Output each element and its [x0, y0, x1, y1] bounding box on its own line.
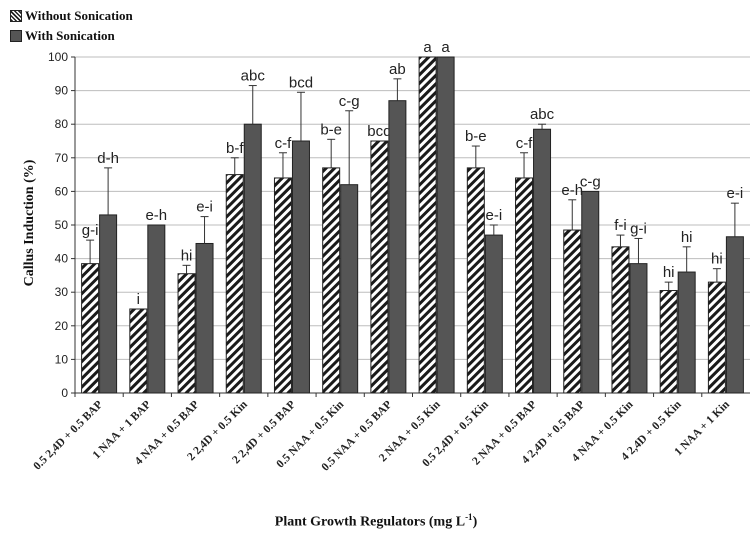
y-tick-label: 0: [61, 386, 68, 400]
hatch-swatch-icon: [10, 10, 22, 22]
y-tick-label: 40: [55, 252, 69, 266]
significance-label: b-f: [226, 140, 244, 157]
significance-label: hi: [181, 247, 193, 264]
y-tick-label: 50: [55, 218, 69, 232]
significance-label: bcd: [289, 74, 313, 91]
bar-without-sonication: [515, 177, 534, 394]
bar-with-sonication: [243, 123, 262, 394]
bar-without-sonication: [370, 140, 389, 394]
significance-label: bcd: [367, 123, 391, 140]
y-tick-label: 70: [55, 151, 69, 165]
significance-label: ab: [389, 61, 406, 78]
significance-label: e-i: [196, 199, 213, 216]
significance-label: c-g: [580, 173, 601, 190]
bar-with-sonication: [195, 242, 214, 394]
significance-label: g-i: [82, 222, 99, 239]
x-axis-title: Plant Growth Regulators (mg L-1): [0, 512, 752, 531]
bar-with-sonication: [291, 140, 310, 394]
significance-label: c-f: [275, 135, 292, 152]
bar-with-sonication: [629, 263, 648, 394]
x-axis-title-text: Plant Growth Regulators (mg L: [274, 514, 466, 530]
legend-item-without-sonication: Without Sonication: [10, 6, 133, 26]
significance-label: hi: [711, 251, 723, 268]
bar-without-sonication: [611, 246, 630, 394]
bar-without-sonication: [177, 273, 196, 394]
significance-label: hi: [663, 264, 675, 281]
significance-label: abc: [530, 106, 555, 123]
significance-label: e-h: [145, 207, 167, 224]
significance-label: d-h: [97, 150, 119, 167]
bar-with-sonication: [533, 128, 552, 394]
bar-without-sonication: [225, 174, 244, 394]
significance-label: i: [137, 291, 140, 308]
bar-without-sonication: [707, 281, 726, 394]
y-tick-label: 60: [55, 184, 69, 198]
significance-label: c-f: [516, 135, 533, 152]
bar-with-sonication: [99, 214, 118, 394]
bar-without-sonication: [129, 308, 148, 394]
bar-with-sonication: [388, 100, 407, 394]
significance-label: a: [441, 39, 450, 56]
significance-label: e-i: [485, 207, 502, 224]
bar-without-sonication: [466, 167, 485, 394]
bar-with-sonication: [581, 190, 600, 394]
significance-label: f-i: [614, 217, 627, 234]
y-tick-label: 20: [55, 319, 69, 333]
significance-label: c-g: [339, 93, 360, 110]
bar-without-sonication: [563, 229, 582, 394]
significance-label: abc: [241, 68, 266, 85]
legend-item-with-sonication: With Sonication: [10, 26, 133, 46]
bar-with-sonication: [340, 184, 359, 394]
y-tick-label: 80: [55, 117, 69, 131]
significance-label: b-e: [465, 128, 487, 145]
bar-without-sonication: [322, 167, 341, 394]
y-tick-label: 30: [55, 285, 69, 299]
significance-label: e-h: [561, 182, 583, 199]
significance-label: a: [423, 39, 432, 56]
x-axis-title-superscript: -1: [465, 512, 473, 522]
y-tick-label: 90: [55, 84, 69, 98]
x-tick-label: 0.5 2,4D + 0.5 BAP: [31, 399, 105, 473]
significance-label: g-i: [630, 220, 647, 237]
bar-with-sonication: [725, 236, 744, 394]
significance-label: hi: [681, 229, 693, 246]
bar-without-sonication: [273, 177, 292, 394]
legend-label: With Sonication: [25, 28, 115, 43]
significance-label: b-e: [320, 121, 342, 138]
bar-with-sonication: [147, 224, 166, 394]
x-axis-title-end: ): [472, 514, 478, 530]
y-tick-label: 100: [48, 50, 68, 64]
bar-without-sonication: [659, 290, 678, 394]
y-tick-label: 10: [55, 352, 69, 366]
legend: Without Sonication With Sonication: [10, 6, 133, 46]
bar-with-sonication: [677, 271, 696, 394]
bar-with-sonication: [436, 56, 455, 394]
legend-label: Without Sonication: [25, 8, 133, 23]
bar-with-sonication: [484, 234, 503, 394]
solid-swatch-icon: [10, 30, 22, 42]
bar-without-sonication: [81, 263, 100, 394]
significance-label: e-i: [727, 185, 744, 202]
bar-without-sonication: [418, 56, 437, 394]
